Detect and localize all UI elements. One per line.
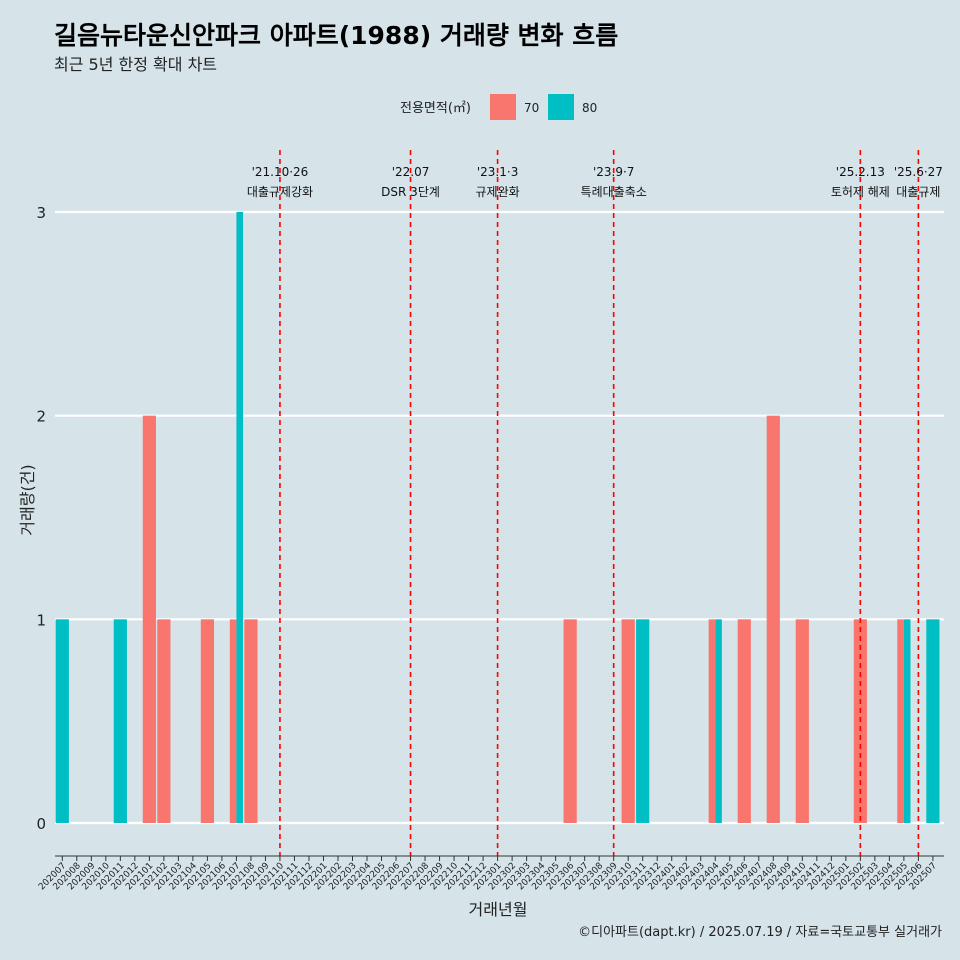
x-axis-title: 거래년월 [469, 900, 528, 919]
event-date-202502: '25.2.13 [836, 165, 885, 179]
bar-70-202404 [708, 619, 716, 823]
bar-70-202408 [766, 415, 780, 823]
event-label-202110: 대출규제강화 [247, 185, 313, 199]
event-date-202301: '23.1·3 [477, 165, 518, 179]
bar-70-202410 [795, 619, 809, 823]
event-label-202309: 특례대출축소 [581, 185, 647, 199]
event-label-202207: DSR 3단계 [381, 185, 440, 199]
bar-70-202107 [229, 619, 237, 823]
bar-70-202101 [142, 415, 156, 823]
bar-70-202105 [200, 619, 214, 823]
legend-label-70: 70 [524, 101, 539, 115]
event-date-202506: '25.6·27 [894, 165, 943, 179]
event-markers: '21.10·26 대출규제강화 '22.07 DSR 3단계 '23.1·3 규제완화 '… [247, 150, 943, 856]
bar-70-202310 [621, 619, 635, 823]
bar-70-202505 [897, 619, 904, 823]
bar-80-202011 [113, 619, 127, 823]
legend-title: 전용면적(㎡) [400, 101, 471, 116]
bar-70-202306 [563, 619, 577, 823]
legend: 전용면적(㎡) 70 80 [400, 94, 597, 120]
bars [55, 212, 940, 823]
bar-80-202404 [715, 619, 722, 823]
caption: ©디아파트(dapt.kr) / 2025.07.19 / 자료=국토교통부 실… [578, 925, 942, 940]
event-date-202309: '23.9·7 [593, 165, 634, 179]
x-axis: 2020072020082020092020102020112020122021… [37, 855, 944, 892]
event-label-202506: 대출규제 [896, 185, 940, 199]
y-tick-label: 0 [36, 815, 46, 833]
event-date-202207: '22.07 [392, 165, 430, 179]
y-tick-label: 2 [36, 408, 46, 426]
event-label-202502: 토허제 해제 [831, 185, 890, 199]
y-tick-label: 1 [36, 611, 46, 629]
legend-label-80: 80 [582, 101, 597, 115]
event-date-202110: '21.10·26 [252, 165, 309, 179]
bar-70-202406 [737, 619, 751, 823]
bar-80-202311 [636, 619, 650, 823]
legend-swatch-80 [548, 94, 574, 120]
bar-70-202102 [157, 619, 171, 823]
legend-swatch-70 [490, 94, 516, 120]
event-label-202301: 규제완화 [476, 185, 520, 199]
bar-70-202108 [244, 619, 258, 823]
y-axis: 0 1 2 3 [36, 204, 46, 833]
bar-80-202505 [903, 619, 911, 823]
grid-lines [55, 210, 944, 825]
chart-title: 길음뉴타운신안파크 아파트(1988) 거래량 변화 흐름 [54, 21, 618, 50]
y-axis-title: 거래량(건) [18, 464, 37, 535]
bar-80-202107 [236, 212, 244, 823]
bar-80-202007 [55, 619, 69, 823]
chart-subtitle: 최근 5년 한정 확대 차트 [54, 55, 217, 74]
bar-80-202507 [926, 619, 940, 823]
y-tick-label: 3 [36, 204, 46, 222]
